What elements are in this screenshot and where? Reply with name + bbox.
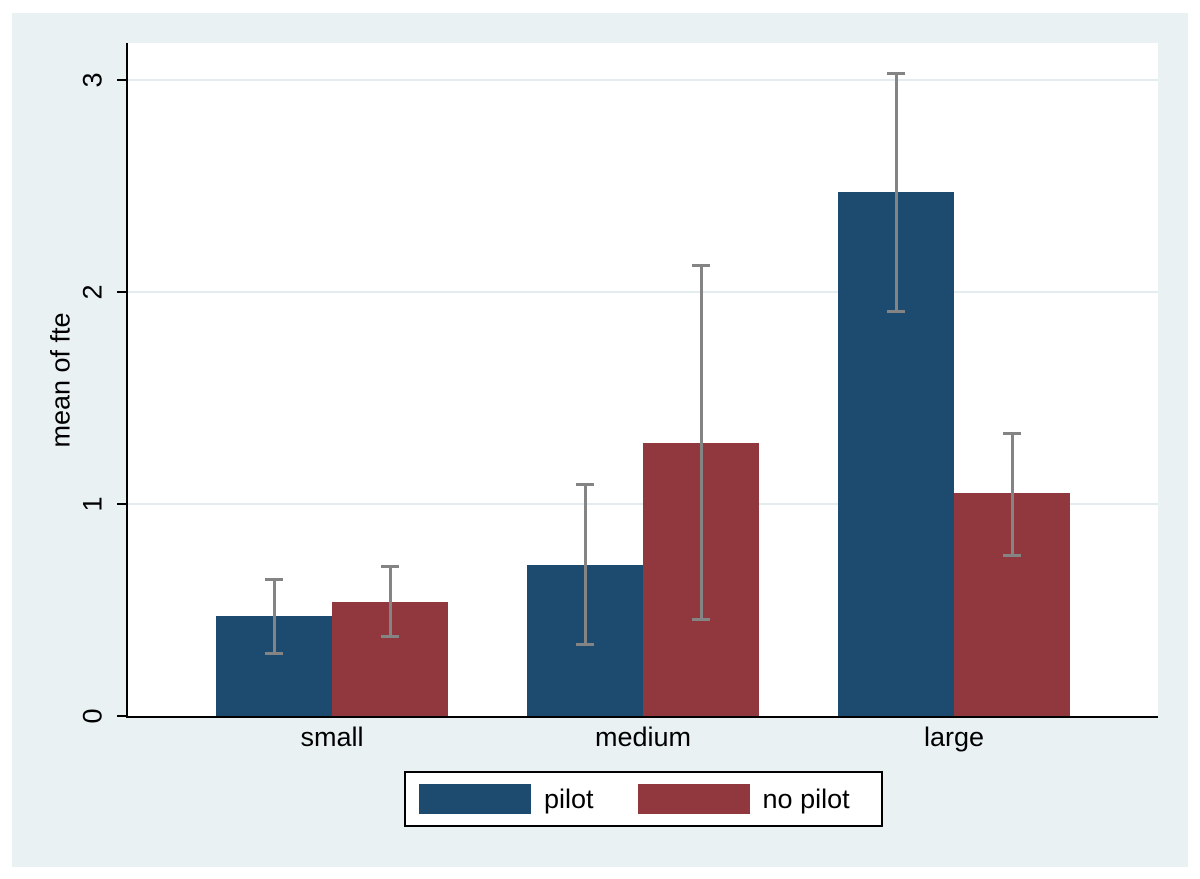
error-cap-bottom-large-pilot — [887, 310, 905, 314]
error-cap-bottom-small-pilot — [265, 651, 283, 655]
y-tick-label-0: 0 — [77, 708, 108, 724]
error-cap-bottom-large-no-pilot — [1003, 554, 1021, 557]
x-category-label-medium: medium — [594, 722, 692, 752]
x-axis-line — [126, 716, 1158, 718]
error-bar-large-no-pilot — [1010, 431, 1014, 557]
error-cap-top-large-no-pilot — [1003, 431, 1021, 435]
error-cap-bottom-medium-pilot — [576, 643, 594, 647]
y-tick-mark-1 — [117, 503, 126, 505]
legend: pilot no pilot — [404, 771, 883, 827]
y-tick-label-3: 3 — [77, 72, 108, 88]
plot-area — [128, 43, 1158, 716]
y-tick-mark-0 — [117, 715, 126, 717]
error-cap-top-small-pilot — [265, 578, 283, 582]
gridline-y3 — [128, 79, 1158, 81]
y-tick-mark-3 — [117, 79, 126, 81]
gridline-y2 — [128, 291, 1158, 293]
y-tick-label-2: 2 — [77, 284, 108, 300]
legend-swatch-no-pilot — [637, 784, 750, 814]
legend-swatch-pilot — [419, 784, 531, 814]
legend-entry-no-pilot: no pilot — [637, 783, 850, 815]
error-bar-small-pilot — [272, 578, 276, 655]
y-axis-title: mean of fte — [45, 312, 76, 448]
error-cap-top-medium-no-pilot — [692, 264, 710, 268]
y-tick-mark-2 — [117, 291, 126, 293]
error-cap-bottom-small-no-pilot — [381, 634, 399, 638]
error-bar-medium-pilot — [583, 482, 587, 647]
y-axis-line — [126, 43, 128, 718]
error-bar-small-no-pilot — [388, 565, 392, 638]
error-cap-top-large-pilot — [887, 71, 905, 75]
error-bar-large-pilot — [894, 71, 898, 314]
legend-entry-pilot: pilot — [419, 784, 594, 815]
error-cap-bottom-medium-no-pilot — [692, 617, 710, 621]
x-category-label-small: small — [300, 722, 364, 752]
error-cap-top-small-no-pilot — [381, 565, 399, 569]
y-tick-label-1: 1 — [77, 496, 108, 512]
legend-label-no-pilot: no pilot — [762, 783, 850, 814]
x-category-label-large: large — [923, 722, 985, 752]
error-cap-top-medium-pilot — [576, 482, 594, 486]
legend-label-pilot: pilot — [544, 783, 594, 814]
error-bar-medium-no-pilot — [699, 264, 703, 621]
